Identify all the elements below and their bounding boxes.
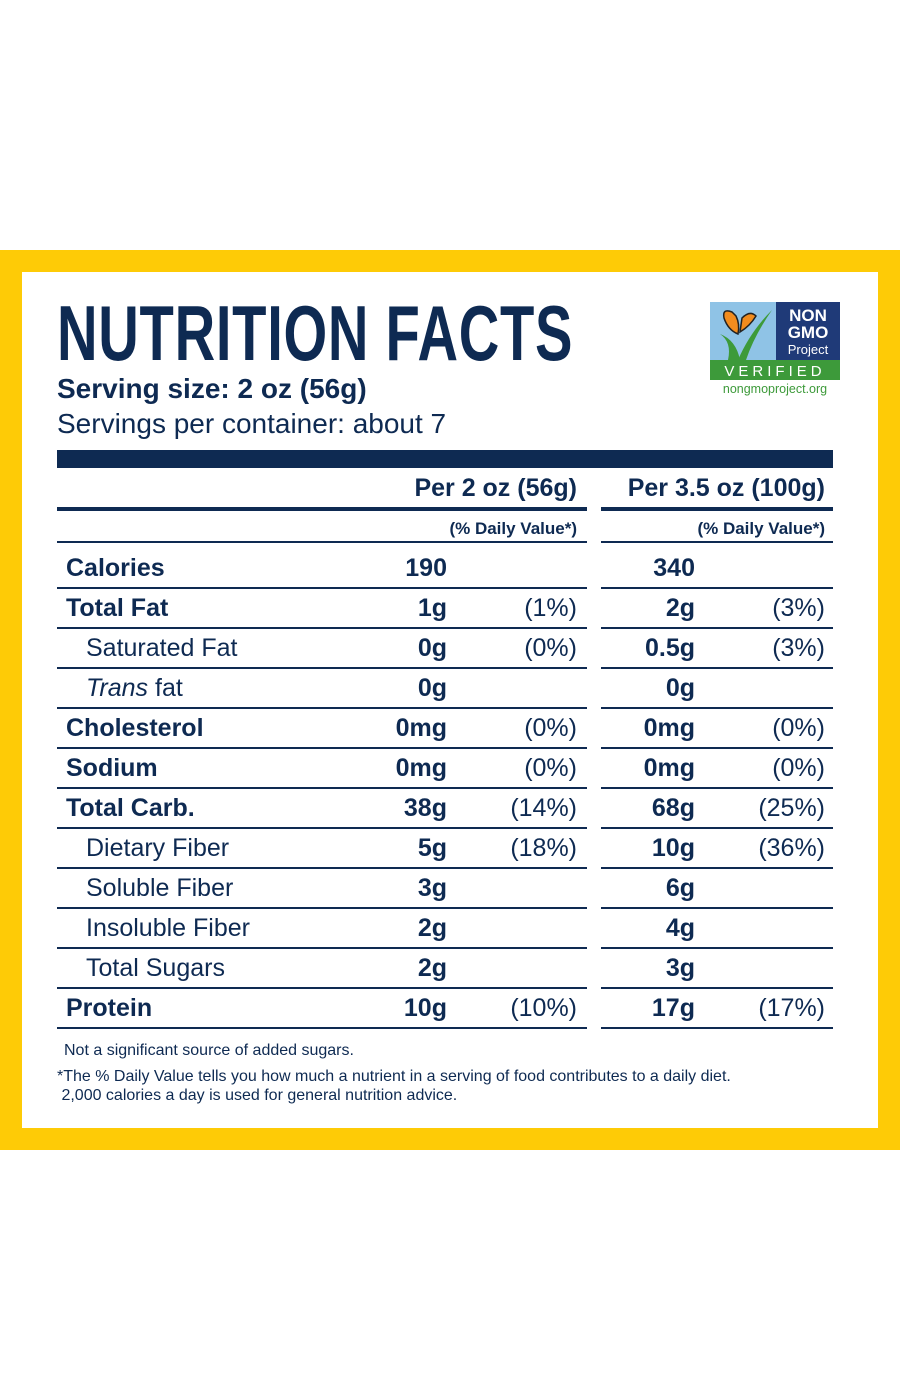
column-header-per-serving: Per 2 oz (56g) bbox=[414, 474, 577, 502]
amount-per-100g: 68g bbox=[651, 794, 695, 822]
non-gmo-butterfly-icon: NON GMO Project VERIFIED nongmoproject.o… bbox=[710, 302, 840, 396]
amount-per-serving: 2g bbox=[417, 954, 447, 982]
row-divider bbox=[601, 707, 833, 709]
amount-per-serving: 38g bbox=[403, 794, 447, 822]
daily-value-footnote-1: *The % Daily Value tells you how much a … bbox=[57, 1068, 731, 1085]
amount-per-100g: 3g bbox=[665, 954, 695, 982]
amount-per-100g: 340 bbox=[653, 554, 695, 582]
added-sugars-note: Not a significant source of added sugars… bbox=[64, 1042, 354, 1059]
amount-per-100g: 2g bbox=[665, 594, 695, 622]
percent-dv-per-100g: (3%) bbox=[772, 594, 825, 622]
nutrient-label-suffix: fat bbox=[148, 674, 183, 702]
svg-text:GMO: GMO bbox=[788, 323, 829, 342]
svg-text:NON: NON bbox=[789, 306, 827, 325]
nutrient-label: Soluble Fiber bbox=[86, 874, 234, 902]
row-divider bbox=[601, 747, 833, 749]
percent-dv-per-serving: (0%) bbox=[524, 634, 577, 662]
row-divider bbox=[601, 787, 833, 789]
nutrient-label: Saturated Fat bbox=[86, 634, 238, 662]
amount-per-100g: 6g bbox=[665, 874, 695, 902]
row-divider bbox=[601, 1027, 833, 1029]
row-divider bbox=[57, 707, 587, 709]
row-divider bbox=[601, 947, 833, 949]
row-divider bbox=[57, 747, 587, 749]
row-divider bbox=[57, 1027, 587, 1029]
amount-per-100g: 0mg bbox=[643, 714, 695, 742]
amount-per-100g: 17g bbox=[651, 994, 695, 1022]
amount-per-100g: 0.5g bbox=[644, 634, 695, 662]
divider bbox=[601, 541, 833, 543]
percent-dv-per-serving: (0%) bbox=[524, 754, 577, 782]
row-divider bbox=[601, 587, 833, 589]
divider bbox=[57, 507, 587, 511]
percent-dv-per-serving: (1%) bbox=[524, 594, 577, 622]
amount-per-serving: 0g bbox=[417, 634, 447, 662]
svg-text:VERIFIED: VERIFIED bbox=[724, 363, 825, 380]
row-divider bbox=[601, 627, 833, 629]
svg-text:Project: Project bbox=[788, 342, 829, 357]
nutrient-label: Protein bbox=[66, 994, 153, 1022]
row-divider bbox=[57, 947, 587, 949]
row-divider bbox=[601, 867, 833, 869]
non-gmo-logo: NON GMO Project VERIFIED nongmoproject.o… bbox=[710, 302, 840, 402]
percent-dv-per-100g: (36%) bbox=[758, 834, 825, 862]
row-divider bbox=[57, 907, 587, 909]
nutrient-label: Calories bbox=[66, 554, 165, 582]
page-title: NUTRITION FACTS bbox=[57, 289, 574, 377]
svg-text:nongmoproject.org: nongmoproject.org bbox=[723, 382, 827, 396]
servings-per-container: Servings per container: about 7 bbox=[57, 408, 447, 439]
nutrient-label: Insoluble Fiber bbox=[86, 914, 250, 942]
daily-value-header-1: (% Daily Value*) bbox=[449, 519, 577, 538]
row-divider bbox=[57, 787, 587, 789]
percent-dv-per-100g: (3%) bbox=[772, 634, 825, 662]
serving-size: Serving size: 2 oz (56g) bbox=[57, 373, 367, 404]
divider bbox=[57, 541, 587, 543]
table-top-bar bbox=[57, 450, 833, 468]
amount-per-serving: 0mg bbox=[395, 714, 447, 742]
row-divider bbox=[601, 987, 833, 989]
nutrient-label: Cholesterol bbox=[66, 714, 204, 742]
percent-dv-per-100g: (25%) bbox=[758, 794, 825, 822]
amount-per-serving: 2g bbox=[417, 914, 447, 942]
row-divider bbox=[601, 907, 833, 909]
percent-dv-per-100g: (0%) bbox=[772, 754, 825, 782]
amount-per-serving: 1g bbox=[417, 594, 447, 622]
percent-dv-per-serving: (18%) bbox=[510, 834, 577, 862]
amount-per-100g: 4g bbox=[665, 914, 695, 942]
nutrient-label-italic: Trans bbox=[86, 674, 149, 702]
percent-dv-per-serving: (0%) bbox=[524, 714, 577, 742]
nutrient-label: Total Sugars bbox=[86, 954, 225, 982]
amount-per-serving: 10g bbox=[403, 994, 447, 1022]
nutrient-label: Sodium bbox=[66, 754, 158, 782]
row-divider bbox=[57, 587, 587, 589]
nutrient-label: Total Carb. bbox=[66, 794, 195, 822]
amount-per-serving: 0g bbox=[417, 674, 447, 702]
amount-per-serving: 3g bbox=[417, 874, 447, 902]
row-divider bbox=[57, 987, 587, 989]
daily-value-footnote-2: 2,000 calories a day is used for general… bbox=[57, 1087, 458, 1104]
divider bbox=[601, 507, 833, 511]
column-header-per-100g: Per 3.5 oz (100g) bbox=[627, 474, 825, 502]
row-divider bbox=[57, 867, 587, 869]
row-divider bbox=[601, 827, 833, 829]
daily-value-header-2: (% Daily Value*) bbox=[697, 519, 825, 538]
label-card bbox=[22, 272, 878, 1128]
row-divider bbox=[601, 667, 833, 669]
amount-per-serving: 5g bbox=[417, 834, 447, 862]
nutrient-label: Dietary Fiber bbox=[86, 834, 230, 862]
row-divider bbox=[57, 627, 587, 629]
nutrient-label: Total Fat bbox=[66, 594, 169, 622]
amount-per-100g: 0mg bbox=[643, 754, 695, 782]
row-divider bbox=[57, 827, 587, 829]
amount-per-serving: 190 bbox=[405, 554, 447, 582]
percent-dv-per-100g: (0%) bbox=[772, 714, 825, 742]
amount-per-100g: 10g bbox=[651, 834, 695, 862]
amount-per-serving: 0mg bbox=[395, 754, 447, 782]
row-divider bbox=[57, 667, 587, 669]
percent-dv-per-100g: (17%) bbox=[758, 994, 825, 1022]
percent-dv-per-serving: (10%) bbox=[510, 994, 577, 1022]
nutrient-label: Trans fat bbox=[86, 673, 183, 703]
amount-per-100g: 0g bbox=[665, 674, 695, 702]
percent-dv-per-serving: (14%) bbox=[510, 794, 577, 822]
